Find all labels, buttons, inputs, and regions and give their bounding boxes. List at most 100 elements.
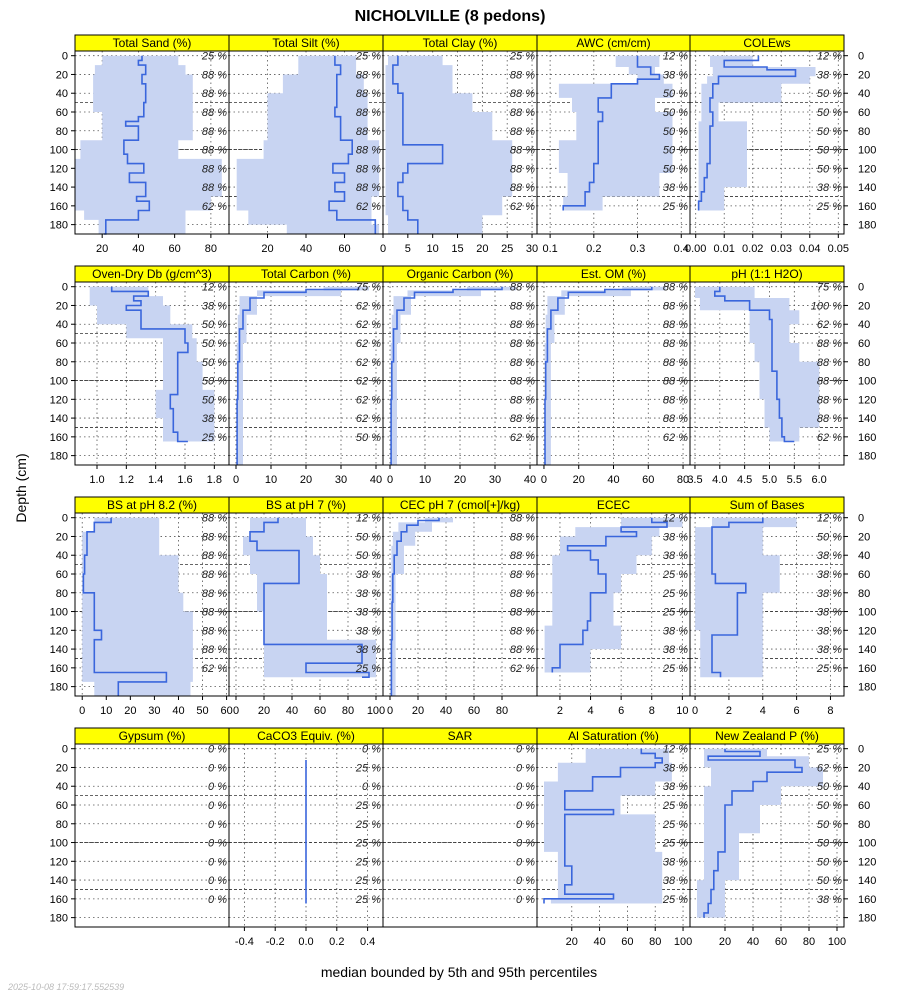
pct-label: 88 %: [817, 394, 842, 406]
x-tick-label: 15: [451, 243, 463, 255]
x-tick-label: 4.5: [737, 474, 752, 486]
x-tick-label: 0.00: [685, 243, 706, 255]
panel-al-saturation: Al Saturation (%) 12 % 38 % 38 % 25 % 25 % 25 …: [536, 727, 692, 948]
pct-label: 62 %: [202, 663, 227, 675]
pct-label: 62 %: [356, 338, 381, 350]
panel-title: ECEC: [597, 498, 631, 512]
pct-label: 25 %: [355, 838, 381, 850]
y-tick-label: 20: [56, 531, 68, 543]
pct-label: 88 %: [663, 300, 688, 312]
panel-title: CEC pH 7 (cmol[+]/kg): [400, 498, 520, 512]
pct-label: 38 %: [817, 550, 842, 562]
x-tick-label: 60: [468, 705, 480, 717]
pct-label: 88 %: [202, 182, 227, 194]
pct-label: 38 %: [356, 588, 381, 600]
x-tick-label: 100: [674, 936, 692, 948]
pct-label: 38 %: [202, 300, 227, 312]
pct-label: 88 %: [356, 126, 381, 138]
pct-label: 0 %: [208, 875, 227, 887]
y-tick-label: 100: [50, 376, 68, 388]
pct-label: 88 %: [202, 107, 227, 119]
y-tick-label: 80: [858, 819, 870, 831]
x-tick-label: -0.4: [235, 936, 254, 948]
x-tick-label: 0: [387, 705, 393, 717]
pct-label: 88 %: [817, 338, 842, 350]
x-tick-label: 1.0: [89, 474, 104, 486]
y-tick-label: 120: [50, 163, 68, 175]
x-tick-label: 60: [621, 936, 633, 948]
pct-label: 12 %: [663, 51, 688, 63]
pct-label: 25 %: [355, 762, 381, 774]
x-tick-label: 80: [677, 474, 689, 486]
pct-label: 88 %: [510, 513, 535, 525]
x-tick-label: 0.04: [799, 243, 820, 255]
panel-title: Est. OM (%): [581, 267, 646, 281]
panel-frame: [689, 743, 845, 928]
pct-label: 100 %: [811, 300, 842, 312]
panel-est-om: Est. OM (%) 88 % 88 % 88 % 88 % 88 % 88 % 88 % 8…: [536, 265, 691, 486]
x-tick-label: 30: [335, 474, 347, 486]
pct-label: 88 %: [510, 607, 535, 619]
pct-label: 0 %: [516, 781, 535, 793]
percentile-band: [544, 517, 683, 673]
x-tick-label: 1.6: [177, 474, 192, 486]
x-tick-label: 20: [96, 243, 108, 255]
pct-label: 0 %: [208, 856, 227, 868]
pct-label: 25 %: [816, 201, 842, 213]
x-tick-label: 10: [265, 474, 277, 486]
percentile-band: [695, 286, 820, 442]
x-tick-label: 1.4: [148, 474, 163, 486]
pct-label: 38 %: [663, 182, 688, 194]
pct-label: 25 %: [816, 744, 842, 756]
x-tick-label: 20: [261, 243, 273, 255]
pct-label: 88 %: [510, 531, 535, 543]
x-tick-label: 0: [387, 474, 393, 486]
y-tick-label: 140: [858, 875, 876, 887]
median-line: [697, 55, 797, 211]
median-line: [714, 286, 795, 443]
pct-label: 38 %: [202, 413, 227, 425]
panel-caco3-equiv: CaCO3 Equiv. (%) 0 % 25 % 0 % 25 % 25 % 25 % 25…: [228, 727, 384, 948]
pct-label: 88 %: [202, 607, 227, 619]
panel-title: pH (1:1 H2O): [731, 267, 802, 281]
y-tick-label: 0: [858, 282, 864, 294]
pct-label: 38 %: [663, 531, 688, 543]
pct-label: 75 %: [356, 282, 381, 294]
y-tick-label: 20: [858, 762, 870, 774]
x-tick-label: 40: [524, 474, 536, 486]
pct-label: 38 %: [663, 69, 688, 81]
x-tick-label: 40: [300, 243, 312, 255]
panel-ph-1-1-h2o: pH (1:1 H2O) 75 % 100 % 62 % 88 % 88 % 88 % 88 …: [687, 265, 876, 486]
panel-title: Al Saturation (%): [568, 729, 659, 743]
panel-bs-at-ph-7: BS at pH 7 (%) 12 % 50 % 50 % 38 % 38 % 38 % 38…: [228, 496, 385, 717]
x-axis-label: median bounded by 5th and 95th percentil…: [321, 964, 597, 980]
pct-label: 88 %: [817, 413, 842, 425]
pct-label: 0 %: [362, 781, 381, 793]
x-tick-label: 40: [747, 936, 759, 948]
x-tick-label: 20: [573, 474, 585, 486]
panel-frame: [689, 50, 845, 235]
pct-label: 50 %: [817, 856, 842, 868]
pct-label: 25 %: [816, 663, 842, 675]
pct-label: 88 %: [510, 69, 535, 81]
percentile-band: [558, 55, 673, 211]
x-tick-label: 5.5: [787, 474, 802, 486]
pct-label: 62 %: [202, 201, 227, 213]
y-tick-label: 180: [858, 913, 876, 925]
pct-label: 12 %: [817, 51, 842, 63]
x-tick-label: 0.2: [329, 936, 344, 948]
pct-label: 0 %: [208, 781, 227, 793]
pct-label: 25 %: [662, 588, 688, 600]
panel-total-carbon: Total Carbon (%) 75 % 62 % 62 % 62 % 62 % 62 %…: [228, 265, 384, 486]
panel-title: BS at pH 8.2 (%): [107, 498, 197, 512]
x-tick-label: 5: [405, 243, 411, 255]
pct-label: 0 %: [208, 800, 227, 812]
x-tick-label: 6.0: [812, 474, 827, 486]
y-tick-label: 140: [50, 182, 68, 194]
x-tick-label: 0: [233, 474, 239, 486]
y-tick-label: 100: [50, 607, 68, 619]
y-tick-label: 120: [50, 625, 68, 637]
y-tick-label: 0: [62, 51, 68, 63]
panel-colews: COLEws 12 % 38 % 50 % 50 % 50 % 50 % 50 % 38 % 25…: [685, 34, 876, 255]
pct-label: 88 %: [356, 163, 381, 175]
